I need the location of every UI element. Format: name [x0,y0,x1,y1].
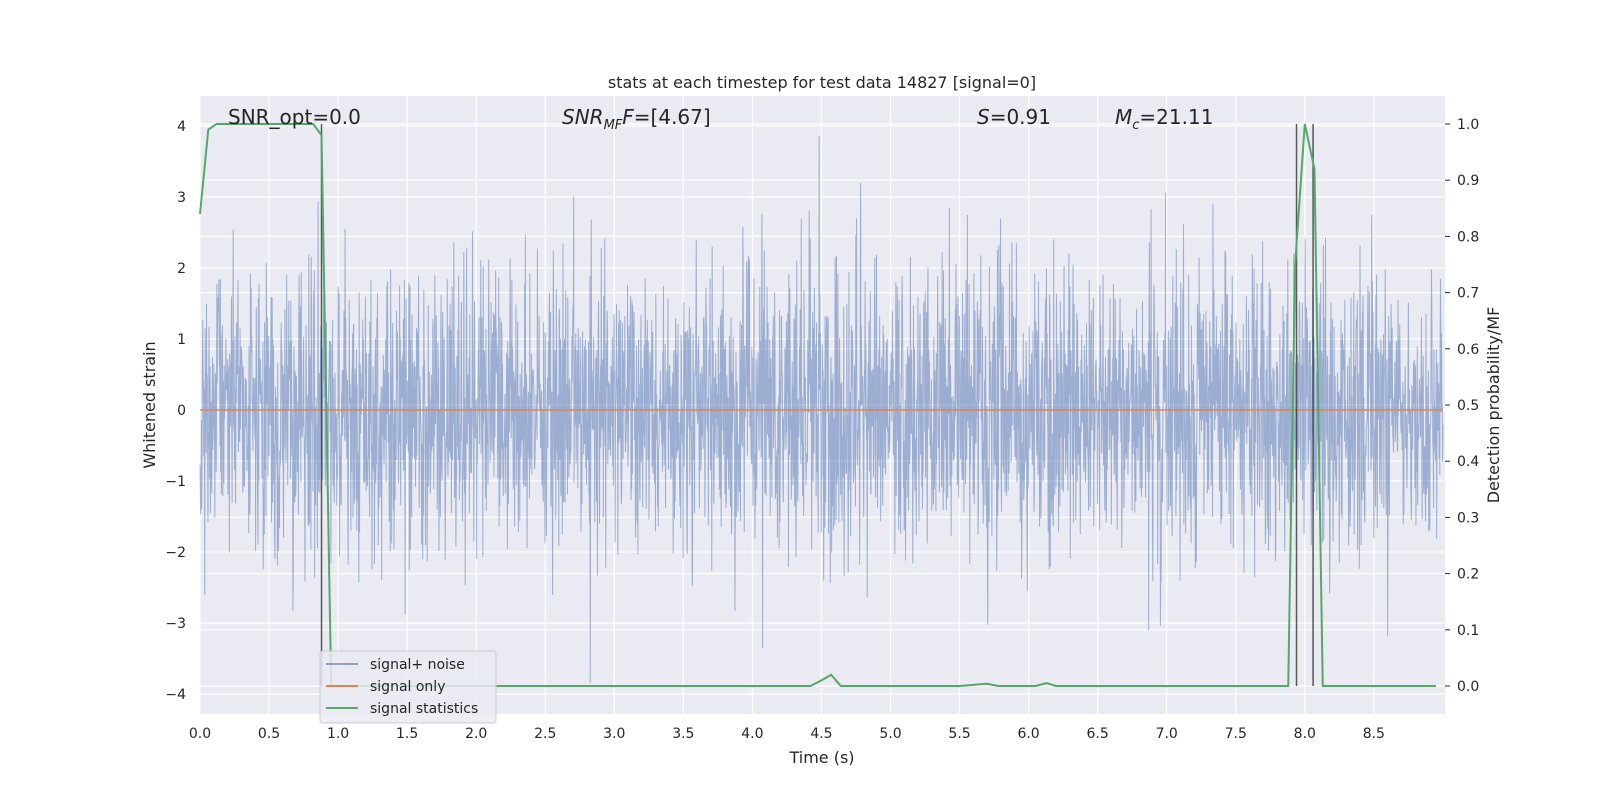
y2-tick-label: 0.7 [1457,286,1479,302]
x-tick-label: 2.0 [465,726,487,742]
x-tick-label: 4.5 [810,726,832,742]
grid [199,96,1445,714]
signal-noise-line [199,136,1444,683]
y-tick-label: 1 [177,332,186,348]
x-tick-label: 3.0 [603,726,625,742]
y-tick-label: 3 [177,190,186,206]
legend: signal+ noise signal only signal statist… [319,650,497,724]
y2-tick-label: 0.3 [1457,510,1479,526]
y2-tick-label: 0.5 [1457,398,1479,414]
x-tick-label: 6.0 [1017,726,1039,742]
x-tick-label: 5.0 [879,726,901,742]
x-tick-label: 7.5 [1225,726,1247,742]
legend-label-stats: signal statistics [370,701,478,717]
y-axis-label: Whitened strain [140,341,159,468]
annotation-snr-opt: SNR_opt=0.0 [228,105,361,129]
y2-axis-label: Detection probability/MF [1484,307,1503,504]
y2-tick-label: 0.2 [1457,567,1479,583]
y2-tick-label: 0.9 [1457,173,1479,189]
y2-tick-label: 0.4 [1457,454,1479,470]
x-tick-label: 7.0 [1156,726,1178,742]
noise-series [199,136,1444,683]
signal-statistics-series [199,123,1436,687]
x-tick-label: 1.0 [327,726,349,742]
x-tick-label: 8.5 [1363,726,1385,742]
x-axis-label: Time (s) [788,748,854,767]
annotation-mc: Mc=21.11 [1115,105,1213,133]
y-tick-label: 0 [177,403,186,419]
y-tick-label: 2 [177,261,186,277]
legend-box [319,650,497,724]
y-tick-label: −2 [165,545,186,561]
x-tick-label: 3.5 [672,726,694,742]
x-tick-label: 2.5 [534,726,556,742]
signal-statistics-line [199,123,1436,687]
legend-label-signal: signal only [370,679,445,695]
x-tick-label: 0.5 [258,726,280,742]
y-tick-label: −4 [165,687,186,703]
y2-tick-label: 1.0 [1457,117,1479,133]
x-tick-label: 1.5 [396,726,418,742]
x-tick-label: 8.0 [1294,726,1316,742]
x-tick-label: 0.0 [189,726,211,742]
legend-label-noise: signal+ noise [370,657,465,673]
annotation-s: S=0.91 [977,105,1051,129]
y-tick-label: −3 [165,616,186,632]
chart-title: stats at each timestep for test data 148… [608,73,1036,92]
x-tick-label: 5.5 [948,726,970,742]
annotation-snr-mf: SNRMFF=[4.67] [562,105,711,133]
y2-tick-label: 0.6 [1457,342,1479,358]
y2-tick-label: 0.8 [1457,229,1479,245]
x-tick-label: 4.0 [741,726,763,742]
vlines [320,124,1314,686]
x-tick-label: 6.5 [1087,726,1109,742]
y-tick-label: 4 [177,119,186,135]
ticks: 0.0 0.5 1.0 1.5 2.0 2.5 3.0 3.5 4.0 4.5 5.0 5.5 6.0 6… [165,117,1479,742]
y-tick-label: −1 [165,474,186,490]
y2-tick-label: 0.1 [1457,623,1479,639]
y2-tick-label: 0.0 [1457,679,1479,695]
